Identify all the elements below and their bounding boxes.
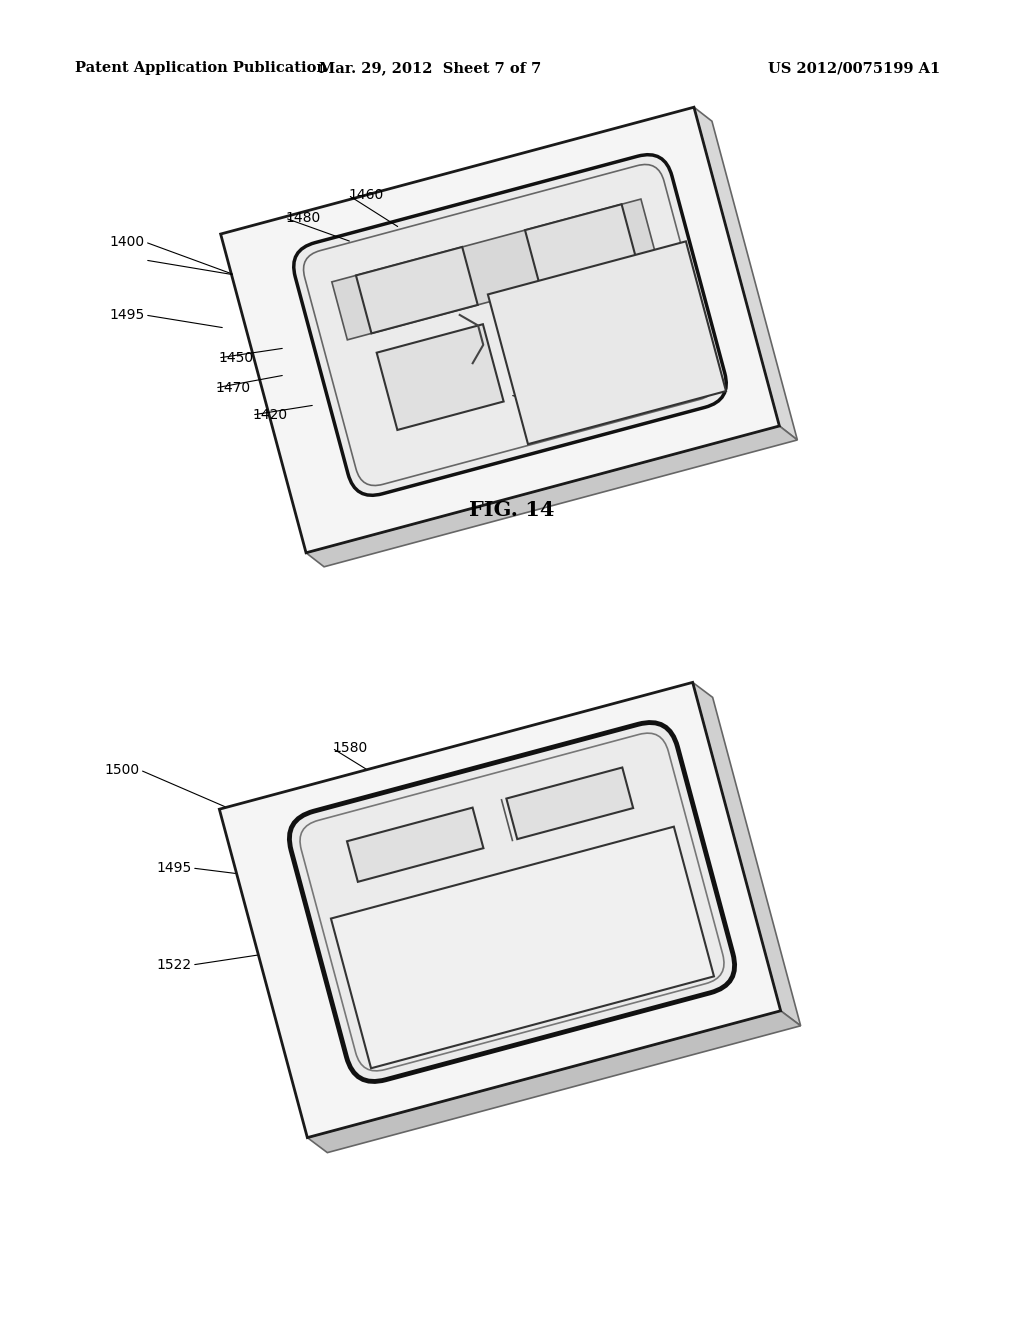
Text: 1480: 1480 — [285, 211, 321, 224]
Text: 1490: 1490 — [595, 408, 630, 422]
Text: 1470: 1470 — [215, 381, 250, 395]
Polygon shape — [332, 199, 656, 339]
Text: 1500: 1500 — [104, 763, 140, 777]
Text: FIG. 15: FIG. 15 — [469, 1074, 555, 1096]
Text: Mar. 29, 2012  Sheet 7 of 7: Mar. 29, 2012 Sheet 7 of 7 — [318, 61, 541, 75]
Text: 1460: 1460 — [348, 187, 383, 202]
Polygon shape — [525, 205, 637, 288]
Polygon shape — [220, 107, 779, 553]
Polygon shape — [487, 242, 726, 444]
FancyBboxPatch shape — [294, 154, 726, 495]
Polygon shape — [377, 325, 504, 430]
Polygon shape — [307, 1011, 801, 1152]
FancyBboxPatch shape — [290, 722, 734, 1081]
Text: 1495: 1495 — [157, 861, 193, 875]
Polygon shape — [331, 826, 714, 1068]
Polygon shape — [507, 767, 633, 840]
Polygon shape — [347, 808, 483, 882]
Polygon shape — [694, 107, 798, 440]
Text: 1420: 1420 — [252, 408, 287, 422]
Text: Patent Application Publication: Patent Application Publication — [75, 61, 327, 75]
Text: 1450: 1450 — [218, 351, 253, 366]
Polygon shape — [219, 682, 780, 1138]
Polygon shape — [356, 247, 478, 334]
Polygon shape — [306, 426, 798, 566]
Text: 1400: 1400 — [110, 235, 145, 249]
Text: 1495: 1495 — [110, 308, 145, 322]
Text: 1522: 1522 — [157, 958, 193, 972]
Text: 1580: 1580 — [332, 741, 368, 755]
Polygon shape — [692, 682, 801, 1026]
Text: US 2012/0075199 A1: US 2012/0075199 A1 — [768, 61, 940, 75]
Text: FIG. 14: FIG. 14 — [469, 500, 555, 520]
